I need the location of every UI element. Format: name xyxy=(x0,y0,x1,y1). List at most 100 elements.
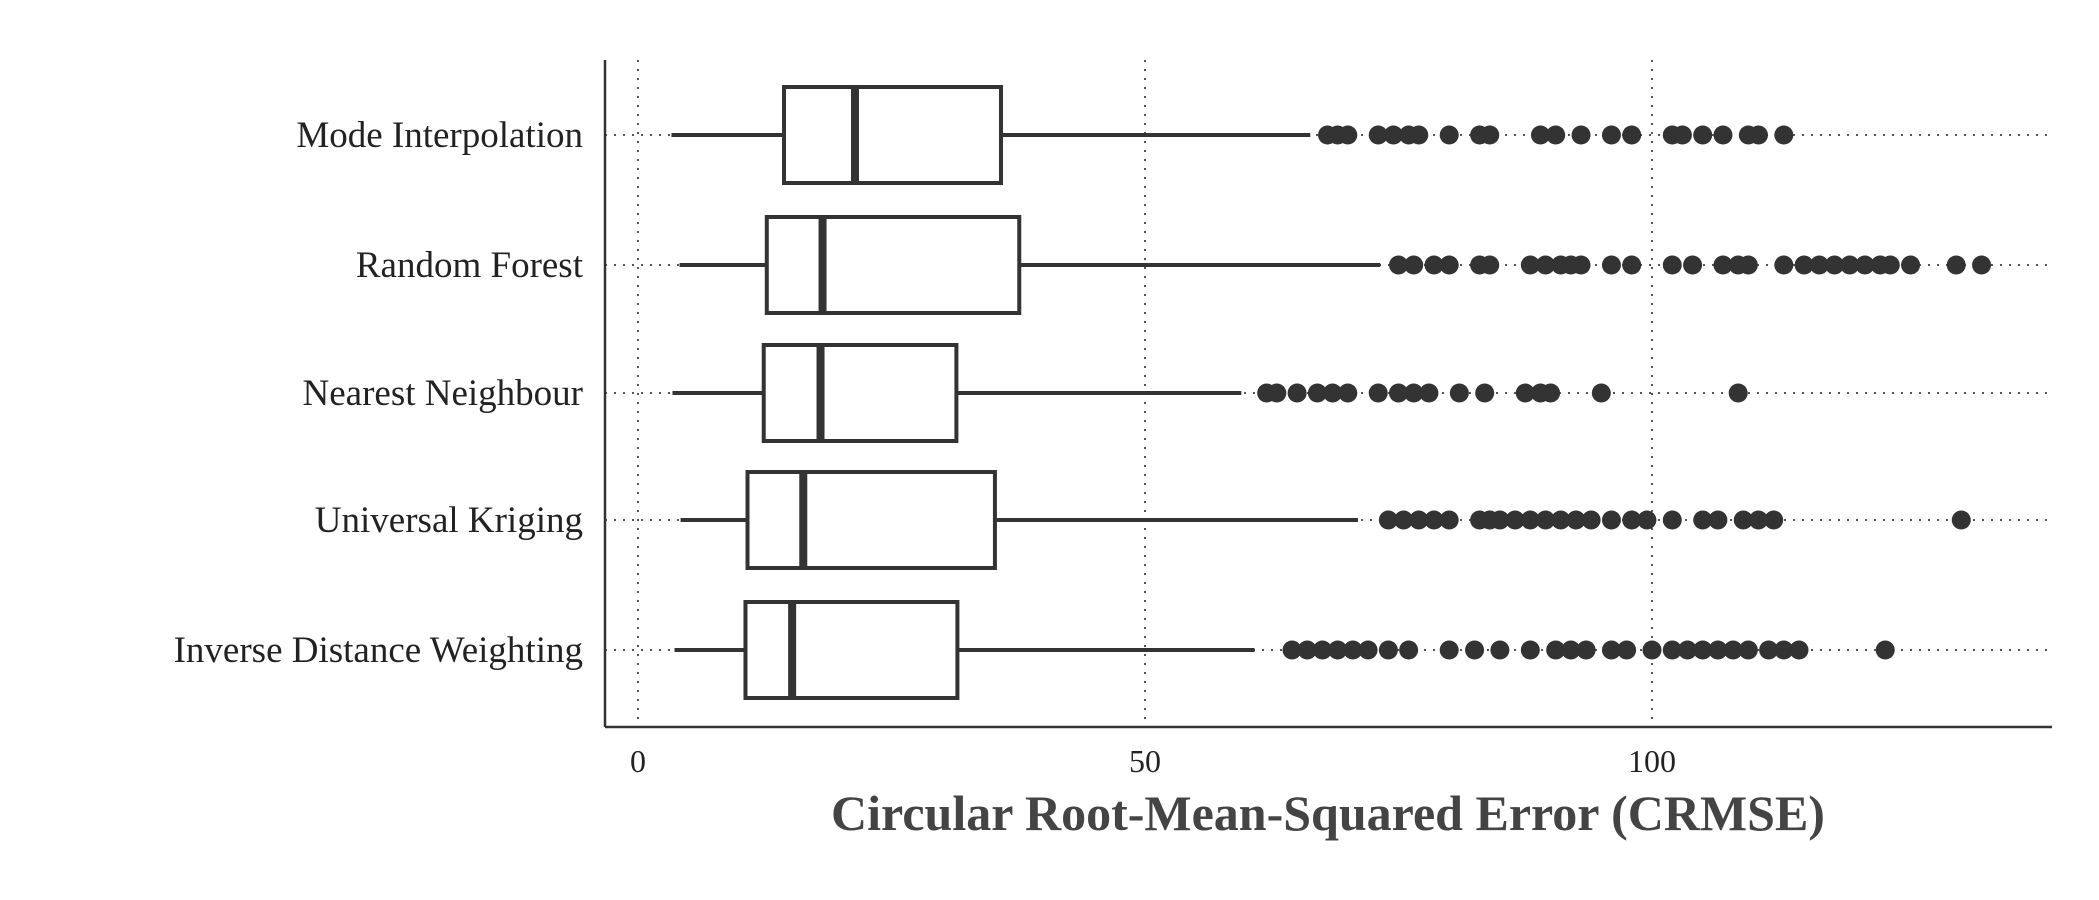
outlier-point xyxy=(1875,640,1895,660)
outlier-point xyxy=(1581,510,1601,530)
category-label: Universal Kriging xyxy=(315,500,583,541)
outlier-point xyxy=(1591,383,1611,403)
outlier-point xyxy=(1662,255,1682,275)
outlier-point xyxy=(1693,510,1713,530)
outlier-point xyxy=(1536,510,1556,530)
outlier-point xyxy=(1683,255,1703,275)
outlier-point xyxy=(1764,510,1784,530)
outlier-point xyxy=(1672,125,1692,145)
outlier-point xyxy=(1328,640,1348,660)
box xyxy=(764,215,1022,315)
outlier-point xyxy=(1378,510,1398,530)
outlier-point xyxy=(1424,510,1444,530)
outlier-point xyxy=(1972,255,1992,275)
outlier-point xyxy=(1358,640,1378,660)
box xyxy=(761,343,959,443)
outlier-point xyxy=(1394,510,1414,530)
outlier-point xyxy=(1399,640,1419,660)
outlier-point xyxy=(1738,640,1758,660)
outlier-point xyxy=(1490,640,1510,660)
outlier-point xyxy=(1622,125,1642,145)
outlier-point xyxy=(1713,255,1733,275)
outlier-point xyxy=(1378,640,1398,660)
outlier-point xyxy=(1855,255,1875,275)
outlier-point xyxy=(1789,640,1809,660)
outlier-point xyxy=(1297,640,1317,660)
outlier-point xyxy=(1520,640,1540,660)
outlier-point xyxy=(1946,255,1966,275)
box xyxy=(782,85,1004,185)
outlier-point xyxy=(1368,125,1388,145)
outlier-point xyxy=(1809,255,1829,275)
x-tick-label: 0 xyxy=(630,743,646,779)
category-label: Random Forest xyxy=(356,245,584,286)
outlier-point xyxy=(1880,255,1900,275)
outlier-point xyxy=(1566,510,1586,530)
outlier-point xyxy=(1312,640,1332,660)
outlier-point xyxy=(1515,383,1535,403)
x-tick-label: 50 xyxy=(1129,743,1161,779)
outlier-point xyxy=(1343,640,1363,660)
outlier-point xyxy=(1774,125,1794,145)
outlier-point xyxy=(1389,255,1408,275)
outlier-point xyxy=(1480,255,1500,275)
outlier-point xyxy=(1389,383,1408,403)
outlier-point xyxy=(1713,125,1733,145)
outlier-point xyxy=(1571,255,1591,275)
outlier-point xyxy=(1439,640,1459,660)
outlier-point xyxy=(1708,510,1728,530)
outlier-point xyxy=(1546,125,1566,145)
outlier-point xyxy=(1601,255,1621,275)
outlier-point xyxy=(1530,125,1550,145)
outlier-point xyxy=(1601,510,1621,530)
outlier-point xyxy=(1475,383,1495,403)
outlier-point xyxy=(1723,640,1743,660)
x-axis-title: Circular Root-Mean-Squared Error (CRMSE) xyxy=(831,785,1825,841)
outlier-point xyxy=(1662,640,1682,660)
outlier-point xyxy=(1901,255,1921,275)
box xyxy=(745,470,997,570)
outlier-point xyxy=(1733,510,1753,530)
outlier-point xyxy=(1267,383,1287,403)
outlier-point xyxy=(1601,640,1621,660)
outlier-point xyxy=(1662,510,1682,530)
outlier-point xyxy=(1409,510,1429,530)
outlier-point xyxy=(1404,255,1424,275)
outlier-point xyxy=(1505,510,1525,530)
outlier-point xyxy=(1774,640,1794,660)
outlier-point xyxy=(1738,255,1758,275)
outlier-point xyxy=(1951,510,1971,530)
outlier-point xyxy=(1338,383,1358,403)
outlier-point xyxy=(1520,510,1540,530)
outlier-point xyxy=(1576,640,1596,660)
outlier-point xyxy=(1404,383,1424,403)
outlier-point xyxy=(1368,383,1388,403)
category-label: Mode Interpolation xyxy=(296,115,583,156)
x-tick-label: 100 xyxy=(1628,743,1676,779)
category-label: Inverse Distance Weighting xyxy=(174,630,583,671)
outlier-point xyxy=(1282,640,1302,660)
outlier-point xyxy=(1551,510,1571,530)
outlier-point xyxy=(1693,125,1713,145)
outlier-point xyxy=(1774,255,1794,275)
outlier-point xyxy=(1287,383,1307,403)
box xyxy=(743,600,960,700)
category-label: Nearest Neighbour xyxy=(303,373,583,414)
outlier-point xyxy=(1622,255,1642,275)
outlier-point xyxy=(1825,255,1845,275)
outlier-point xyxy=(1622,510,1642,530)
outlier-point xyxy=(1439,255,1459,275)
outlier-point xyxy=(1748,510,1768,530)
outlier-point xyxy=(1439,510,1459,530)
outlier-point xyxy=(1536,255,1556,275)
outlier-point xyxy=(1338,125,1358,145)
outlier-point xyxy=(1677,640,1697,660)
outlier-point xyxy=(1708,640,1728,660)
outlier-point xyxy=(1637,510,1657,530)
outlier-point xyxy=(1490,510,1510,530)
outlier-point xyxy=(1424,255,1444,275)
outlier-point xyxy=(1748,125,1768,145)
outlier-point xyxy=(1323,383,1343,403)
